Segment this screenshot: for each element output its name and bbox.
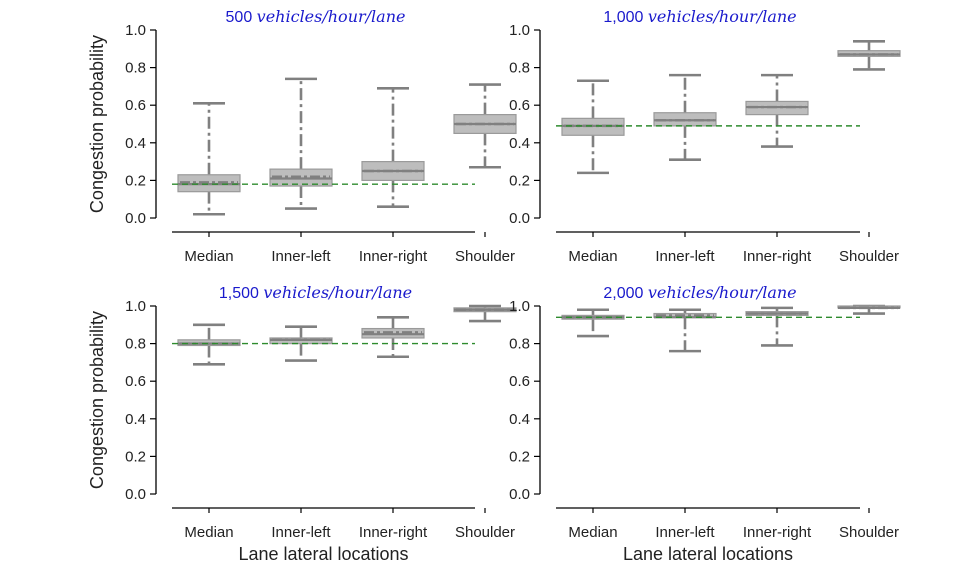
chart-panel-2: 0.0 0.2 0.4 0.6 0.8 1.0 Median Inner-left Inner-… [509,7,901,265]
y-tick-label: 0.4 [125,411,146,428]
box-inner-right [745,306,809,347]
y-tick-label: 0.6 [509,373,530,390]
title-unit: vehicles/hour/lane [648,7,797,26]
chart-title: 500 vehicles/hour/lane [226,7,406,26]
y-tick-label: 0.6 [509,97,530,114]
y-tick-label: 0.2 [125,448,146,465]
y-tick-label: 0.0 [125,486,146,503]
y-tick-label: 0.8 [125,60,146,77]
x-tick-label: Inner-left [655,524,715,541]
y-axis-label: Congestion probability [87,311,107,489]
y-tick-label: 1.0 [125,298,146,315]
x-tick-label: Shoulder [839,248,899,265]
y-tick-label: 0.0 [509,486,530,503]
title-number: 500 [226,9,257,26]
y-tick-label: 0.4 [125,135,146,152]
chart-panel-4: 0.0 0.2 0.4 0.6 0.8 1.0 Median Inner-left Inner-… [509,283,901,564]
y-tick-label: 0.2 [509,172,530,189]
box-inner-right [361,315,425,359]
y-tick-label: 0.0 [509,210,530,227]
box-inner-left [269,77,333,210]
x-tick-label: Inner-left [655,248,715,265]
box-inner-right [745,73,809,148]
box-shoulder [837,39,901,71]
box-inner-left [653,308,717,353]
box-median [177,323,241,366]
title-number: 2,000 [603,285,647,302]
box-shoulder [837,304,901,315]
x-tick-label: Inner-right [359,524,428,541]
y-tick-label: 0.8 [509,336,530,353]
title-unit: vehicles/hour/lane [263,283,412,302]
y-tick-label: 0.2 [125,172,146,189]
x-tick-label: Inner-left [271,248,331,265]
y-tick-label: 0.0 [125,210,146,227]
x-tick-label: Shoulder [455,524,515,541]
x-axis-label: Lane lateral locations [623,544,793,564]
title-number: 1,000 [603,9,647,26]
y-tick-label: 0.8 [509,60,530,77]
y-tick-label: 1.0 [509,298,530,315]
x-tick-label: Inner-right [743,248,812,265]
x-axis-label: Lane lateral locations [238,544,408,564]
x-tick-label: Median [568,524,617,541]
y-tick-label: 1.0 [125,22,146,39]
box-shoulder [453,304,517,323]
chart-title: 1,500 vehicles/hour/lane [219,283,412,302]
y-tick-label: 0.4 [509,411,530,428]
x-tick-label: Inner-right [359,248,428,265]
x-tick-label: Inner-right [743,524,812,541]
x-tick-label: Median [568,248,617,265]
y-tick-label: 0.6 [125,97,146,114]
box-median [561,308,625,338]
y-axis-label: Congestion probability [87,35,107,213]
box-median [561,79,625,175]
title-number: 1,500 [219,285,263,302]
chart-panel-3: 0.0 0.2 0.4 0.6 0.8 1.0 Median Inner-left Inner-… [87,283,517,564]
chart-title: 2,000 vehicles/hour/lane [603,283,796,302]
chart-panels: 0.0 0.2 0.4 0.6 0.8 1.0 Median Inner-left Inner-… [87,7,901,564]
y-tick-label: 0.6 [125,373,146,390]
x-tick-label: Shoulder [839,524,899,541]
chart-panel-1: 0.0 0.2 0.4 0.6 0.8 1.0 Median Inner-left Inner-… [87,7,517,265]
x-tick-label: Median [184,248,233,265]
box-shoulder [453,83,517,169]
box-inner-left [653,73,717,162]
title-unit: vehicles/hour/lane [648,283,797,302]
box-inner-left [269,325,333,362]
y-tick-label: 0.4 [509,135,530,152]
chart-title: 1,000 vehicles/hour/lane [603,7,796,26]
x-tick-label: Inner-left [271,524,331,541]
x-tick-label: Shoulder [455,248,515,265]
box-inner-right [361,86,425,209]
box-median [177,102,241,216]
x-tick-label: Median [184,524,233,541]
title-unit: vehicles/hour/lane [257,7,406,26]
y-tick-label: 0.2 [509,448,530,465]
y-tick-label: 1.0 [509,22,530,39]
y-tick-label: 0.8 [125,336,146,353]
